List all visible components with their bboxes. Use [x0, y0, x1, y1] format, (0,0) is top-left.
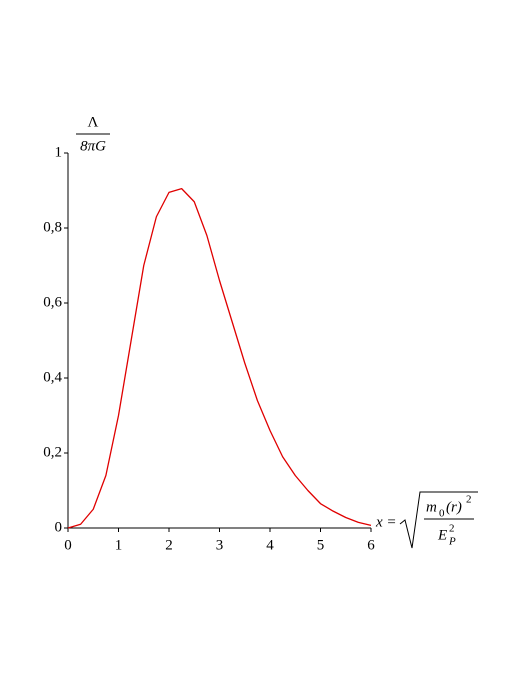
y-tick-label: 0 [55, 519, 63, 535]
y-tick-label: 0,6 [43, 294, 62, 310]
x-label-num: m [426, 499, 437, 515]
x-tick-label: 2 [165, 537, 173, 553]
x-tick-label: 3 [216, 537, 224, 553]
x-tick-label: 1 [115, 537, 123, 553]
y-tick-label: 0,4 [43, 369, 62, 385]
y-label-numerator: Λ [88, 114, 99, 130]
x-label-den-sub: P [448, 536, 456, 548]
y-tick-label: 0,2 [43, 444, 62, 460]
x-label-den: E [437, 527, 447, 543]
x-label-variable: x = [375, 514, 397, 530]
x-label-num-sub: 0 [439, 508, 445, 520]
x-tick-label: 5 [317, 537, 325, 553]
x-label-num-rest: (r) [446, 499, 462, 515]
x-tick-label: 6 [367, 537, 375, 553]
y-label-denominator: 8πG [80, 138, 106, 154]
x-label-den-sup: 2 [449, 523, 455, 535]
sqrt-sign [399, 491, 478, 549]
x-label-num-sup: 2 [466, 494, 472, 506]
curve [67, 187, 372, 529]
x-tick-label: 4 [266, 537, 274, 553]
x-tick-label: 0 [64, 537, 72, 553]
y-tick-label: 1 [55, 144, 63, 160]
y-tick-label: 0,8 [43, 219, 62, 235]
